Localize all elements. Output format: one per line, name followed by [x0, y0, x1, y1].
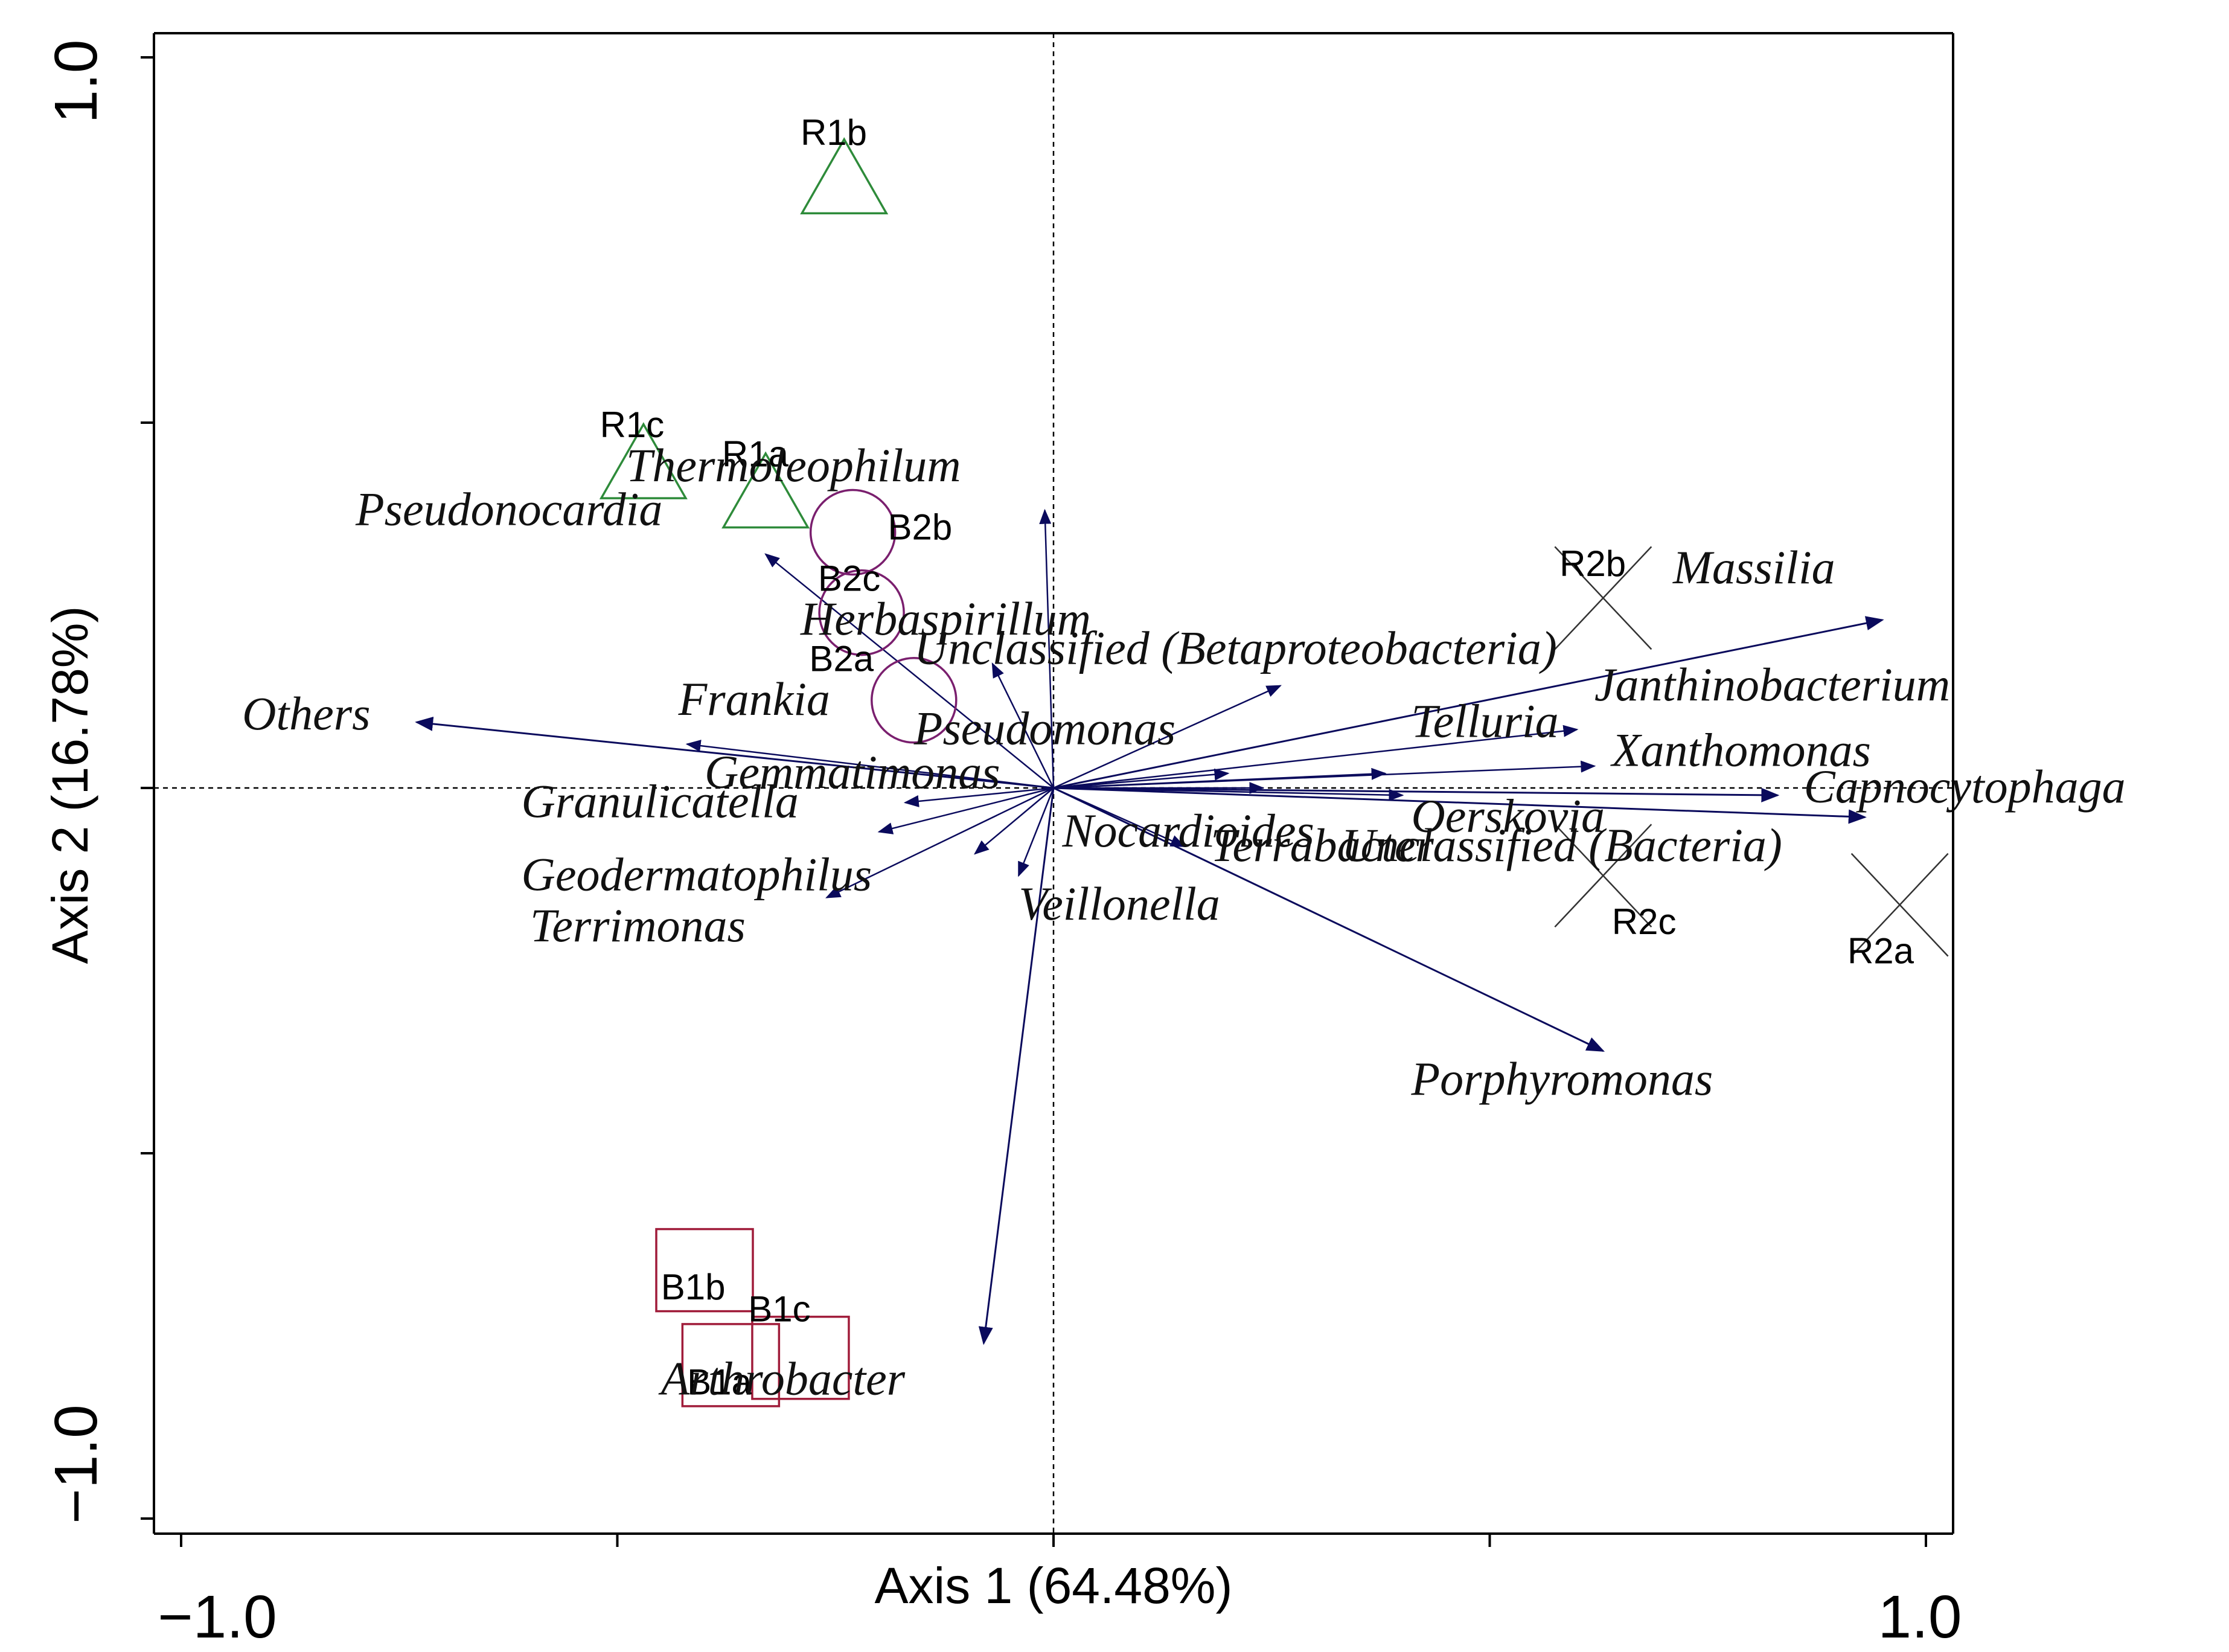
arrow-capnocytophaga: [1053, 787, 1780, 802]
sample-label-r2a: R2a: [1847, 930, 1914, 971]
sample-label-b1c: B1c: [748, 1289, 810, 1329]
arrow-arthrobacter: [978, 787, 1055, 1345]
y-axis-title: Axis 2 (16.78%): [42, 606, 98, 964]
sample-label-b2b: B2b: [887, 507, 952, 548]
arrow-terrimonas: [974, 787, 1054, 855]
sample-r1a-marker: [721, 451, 810, 529]
variable-label-unclassified-bacteria: Unclassified (Bacteria): [1342, 819, 1782, 871]
arrow-gemmatimonas: [903, 787, 1054, 807]
arrow-pseudonocardia: [764, 553, 1054, 789]
arrow-others: [415, 716, 1054, 789]
sample-label-r2b: R2b: [1559, 543, 1626, 584]
arrow-unclassified-bacteria: [1053, 787, 1867, 824]
variable-label-terrabacter: Terrabacter: [1210, 819, 1434, 871]
variable-label-capnocytophaga: Capnocytophaga: [1804, 760, 2126, 813]
sample-markers: [599, 137, 1949, 1407]
variable-label-frankia: Frankia: [678, 673, 830, 725]
arrow-janthinobacterium: [1053, 725, 1579, 789]
sample-b2b-marker: [809, 488, 897, 576]
variable-label-telluria: Telluria: [1411, 694, 1558, 747]
arrow-unclassified-betaproteobacteria: [1053, 685, 1282, 789]
sample-label-r1c: R1c: [600, 405, 665, 445]
variable-arrows: [415, 508, 1884, 1345]
axes: −1.0 1.0 1.0 −1.0: [42, 32, 1962, 1651]
sample-b1a-marker: [681, 1323, 781, 1407]
sample-b2a-marker: [871, 657, 958, 744]
sample-r2b-marker: [1554, 546, 1652, 650]
arrow-nocardioides: [1053, 787, 1186, 847]
variable-label-others: Others: [242, 687, 370, 740]
variable-label-pseudonocardia: Pseudonocardia: [355, 482, 662, 535]
variable-label-herbaspirillum: Herbaspirillum: [800, 592, 1091, 645]
sample-b1b-marker: [655, 1228, 754, 1313]
sample-label-r1b: R1b: [801, 112, 867, 153]
sample-label-b2c: B2c: [818, 558, 880, 598]
variable-label-porphyromonas: Porphyromonas: [1410, 1052, 1713, 1105]
arrow-pseudomonas: [1053, 768, 1230, 789]
sample-label-r2c: R2c: [1612, 901, 1677, 942]
x-tick-label-max: 1.0: [1878, 1583, 1962, 1651]
sample-label-r1a: R1a: [722, 434, 789, 475]
sample-r2b-marker-stroke-b: [1554, 546, 1652, 650]
variable-label-oerskovia: Oerskovia: [1411, 790, 1605, 842]
sample-b1c-marker: [751, 1316, 850, 1400]
variable-label-terrimonas: Terrimonas: [530, 899, 746, 952]
sample-r2c-marker: [1554, 824, 1652, 928]
sample-r2c-marker-stroke-b: [1554, 824, 1652, 928]
variable-label-xanthomonas: Xanthomonas: [1610, 724, 1871, 776]
sample-label-b1b: B1b: [661, 1267, 726, 1307]
variable-label-pseudomonas: Pseudomonas: [913, 702, 1175, 754]
x-axis-title: Axis 1 (64.48%): [875, 1557, 1233, 1614]
variable-label-gemmatimonas: Gemmatimonas: [705, 746, 1000, 798]
y-tick-label-max: 1.0: [42, 39, 110, 123]
arrow-massilia: [1053, 616, 1884, 789]
sample-label-b1a: B1a: [687, 1362, 752, 1402]
sample-r1b-marker: [800, 137, 889, 214]
variable-label-janthinobacterium: Janthinobacterium: [1594, 658, 1950, 711]
arrow-thermoleophilum: [1039, 508, 1055, 789]
arrow-frankia: [685, 740, 1054, 789]
variable-label-unclassified-betaproteobacteria: Unclassified (Betaproteobacteria): [914, 621, 1557, 674]
x-tick-label-min: −1.0: [158, 1583, 277, 1651]
variable-label-granulicatella: Granulicatella: [522, 775, 799, 827]
sample-b2c-marker: [818, 569, 905, 656]
arrow-telluria: [1053, 767, 1387, 789]
variable-label-massilia: Massilia: [1672, 541, 1835, 594]
sample-r2a-marker-stroke-b: [1850, 853, 1949, 957]
variable-label-arthrobacter: Arthrobacter: [658, 1352, 906, 1404]
sample-r2a-marker: [1850, 853, 1949, 957]
sample-label-b2a: B2a: [809, 638, 874, 679]
arrow-veillonella: [1018, 787, 1055, 877]
arrow-herbaspirillum: [991, 662, 1055, 789]
arrow-geodermatophilus: [825, 787, 1054, 898]
arrow-granulicatella: [877, 787, 1054, 834]
variable-label-nocardioides: Nocardioides: [1061, 804, 1314, 857]
arrow-porphyromonas: [1053, 787, 1605, 1052]
variable-label-geodermatophilus: Geodermatophilus: [522, 848, 872, 900]
y-tick-label-min: −1.0: [42, 1404, 110, 1523]
variable-label-veillonella: Veillonella: [1019, 877, 1220, 930]
sample-r1c-marker: [599, 422, 688, 499]
variable-label-thermoleophilum: Thermoleophilum: [626, 439, 961, 491]
